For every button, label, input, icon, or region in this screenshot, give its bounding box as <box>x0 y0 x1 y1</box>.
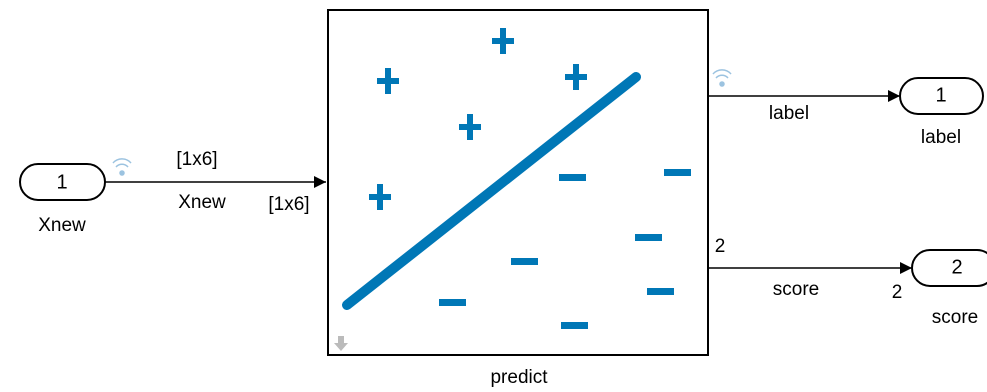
signal-log-icon <box>113 159 131 175</box>
outport-name: label <box>921 127 961 148</box>
port-dimension: [1x6] <box>268 194 309 215</box>
inport-name: Xnew <box>38 215 86 236</box>
port-dimension: 2 <box>892 282 903 303</box>
signal-dimension: 2 <box>715 236 726 257</box>
outport-block[interactable] <box>912 250 987 286</box>
signal-name: Xnew <box>178 192 226 213</box>
outport-number: 1 <box>935 84 946 106</box>
page: {"inport": {"number": "1", "name": "Xnew… <box>0 0 987 392</box>
diagram: 1 Xnew [1x6] Xnew [1x6] predict <box>0 0 987 392</box>
predict-block[interactable] <box>328 10 708 355</box>
signal-name: label <box>769 103 809 124</box>
signal-name: score <box>773 279 819 300</box>
signal-dimension: [1x6] <box>176 149 217 170</box>
outport-number: 2 <box>951 256 962 278</box>
signal-log-icon <box>713 70 731 86</box>
block-name: predict <box>490 367 548 388</box>
inport-number: 1 <box>56 171 67 193</box>
outport-name: score <box>932 307 978 328</box>
